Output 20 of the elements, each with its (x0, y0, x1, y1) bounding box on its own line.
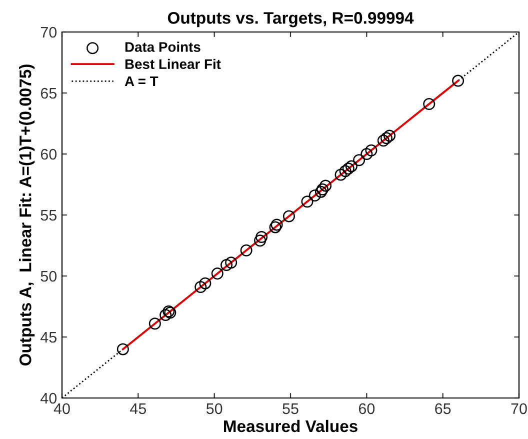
y-tick-label: 50 (40, 270, 57, 282)
legend-label: Best Linear Fit (125, 58, 221, 70)
x-axis-title: Measured Values (224, 420, 358, 432)
legend-label: Data Points (125, 42, 200, 52)
x-tick-label: 45 (130, 403, 146, 414)
y-axis-title: Outputs A, Linear Fit: A=(1)T+(0.0075) (19, 64, 35, 366)
legend-label: A = T (124, 76, 158, 86)
y-tick-label: 65 (40, 88, 56, 99)
y-tick-label: 60 (40, 148, 57, 160)
x-tick-label: 60 (358, 403, 375, 414)
y-tick-label: 40 (40, 392, 57, 404)
y-tick-label: 45 (40, 332, 56, 343)
y-tick-label: 70 (40, 26, 57, 38)
x-tick-label: 65 (435, 403, 451, 414)
x-tick-label: 50 (206, 403, 222, 414)
chart-title: Outputs vs. Targets, R=0.99994 (168, 12, 414, 28)
x-tick-label: 40 (54, 403, 70, 414)
x-tick-label: 55 (282, 403, 298, 414)
y-tick-label: 55 (40, 210, 56, 221)
x-tick-label: 70 (511, 403, 527, 414)
